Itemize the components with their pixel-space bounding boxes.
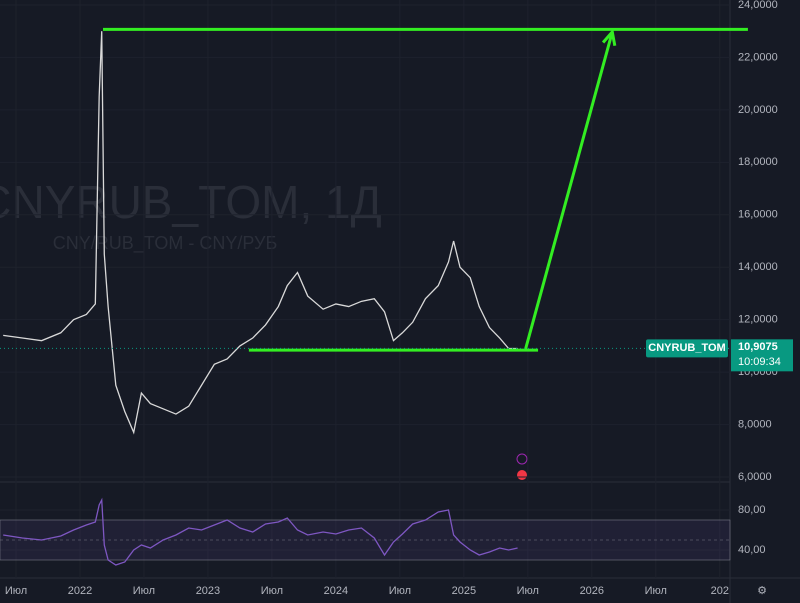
y-tick-label: 18,0000 xyxy=(738,156,778,168)
y-tick-label: 6,0000 xyxy=(738,471,772,483)
settings-icon[interactable]: ⚙ xyxy=(757,585,767,597)
price-tag-label: 10,9075 xyxy=(738,341,778,353)
x-tick-label: Июл xyxy=(389,585,411,597)
y-tick-label: 80,00 xyxy=(738,504,766,516)
y-tick-label: 22,0000 xyxy=(738,51,778,63)
series-line xyxy=(3,497,518,566)
y-tick-label: 8,0000 xyxy=(738,418,772,430)
arrow-head xyxy=(601,28,617,47)
x-tick-label: 2024 xyxy=(324,585,348,597)
y-tick-label: 40,00 xyxy=(738,544,766,556)
series-tag xyxy=(646,339,728,358)
x-tick-label: 2025 xyxy=(452,585,476,597)
x-tick-label: 2023 xyxy=(196,585,220,597)
y-tick-label: 12,0000 xyxy=(738,314,778,326)
x-tick-label: Июл xyxy=(133,585,155,597)
x-tick-label: 2022 xyxy=(68,585,92,597)
watermark-subtitle: CNY/RUB_TOM - CNY/РУБ xyxy=(53,233,278,254)
x-tick-label: Июл xyxy=(5,585,27,597)
y-tick-label: 20,0000 xyxy=(738,104,778,116)
series-tag-label: CNYRUB_TOM xyxy=(648,342,725,354)
event-icon[interactable] xyxy=(516,453,528,465)
y-tick-label: 24,0000 xyxy=(738,0,778,11)
x-tick-label: 2026 xyxy=(580,585,604,597)
series-line xyxy=(3,31,518,435)
x-tick-label: 202 xyxy=(711,585,729,597)
y-tick-label: 14,0000 xyxy=(738,261,778,273)
price-tag xyxy=(731,339,793,372)
price-tag-time: 10:09:34 xyxy=(738,356,781,368)
watermark: CNYRUB_TOM, 1Д xyxy=(0,176,382,228)
event-icon[interactable] xyxy=(517,470,527,480)
y-tick-label: 16,0000 xyxy=(738,209,778,221)
x-tick-label: Июл xyxy=(261,585,283,597)
arrow-line xyxy=(523,31,614,351)
x-tick-label: Июл xyxy=(517,585,539,597)
x-tick-label: Июл xyxy=(645,585,667,597)
